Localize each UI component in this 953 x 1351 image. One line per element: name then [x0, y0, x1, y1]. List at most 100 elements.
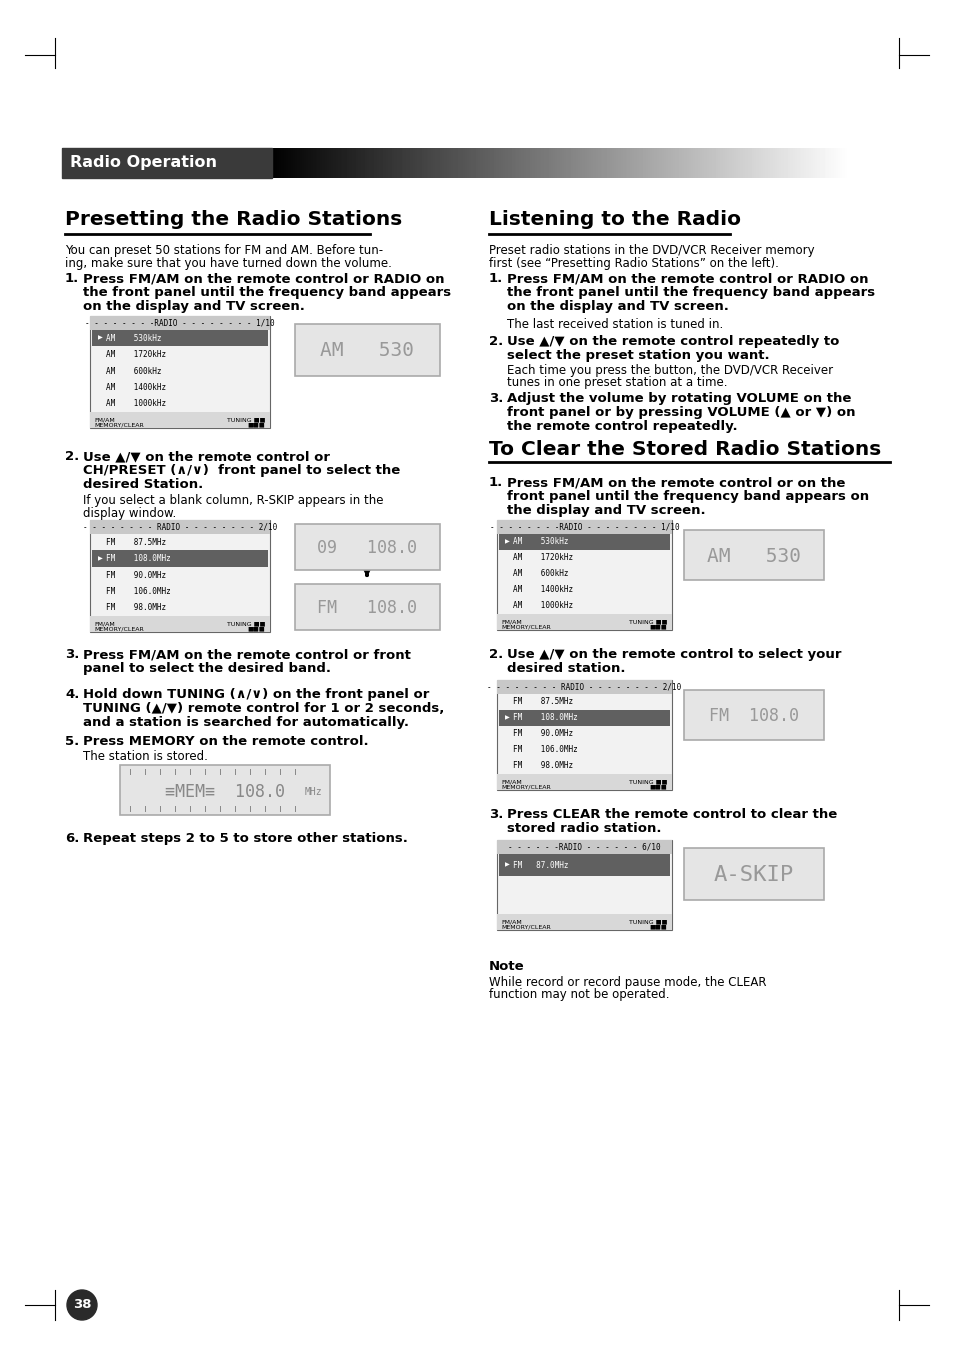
- Bar: [497, 520, 671, 534]
- Bar: [497, 680, 671, 790]
- Text: FM    108.0MHz: FM 108.0MHz: [106, 554, 171, 563]
- Text: - - - - - - - - RADIO - - - - - - - - 2/10: - - - - - - - - RADIO - - - - - - - - 2/…: [83, 523, 276, 531]
- Text: FM    106.0MHz: FM 106.0MHz: [513, 746, 578, 754]
- Text: Press FM/AM on the remote control or front: Press FM/AM on the remote control or fro…: [83, 648, 411, 661]
- Bar: [683, 690, 823, 740]
- Text: desired Station.: desired Station.: [83, 478, 203, 490]
- Text: stored radio station.: stored radio station.: [506, 821, 660, 835]
- Text: ■■■: ■■■: [649, 924, 666, 929]
- Text: ■■■: ■■■: [247, 627, 265, 631]
- Text: the front panel until the frequency band appears: the front panel until the frequency band…: [506, 286, 874, 299]
- Text: on the display and TV screen.: on the display and TV screen.: [506, 300, 728, 313]
- Bar: [497, 613, 671, 630]
- Text: FM    98.0MHz: FM 98.0MHz: [513, 762, 573, 770]
- Text: ■■■: ■■■: [649, 785, 666, 789]
- Text: ▶: ▶: [504, 716, 509, 720]
- Bar: [120, 765, 330, 815]
- Text: Use ▲/▼ on the remote control to select your: Use ▲/▼ on the remote control to select …: [506, 648, 841, 661]
- Text: AM   530: AM 530: [320, 342, 414, 361]
- Text: Presetting the Radio Stations: Presetting the Radio Stations: [65, 209, 402, 230]
- Text: FM/AM: FM/AM: [94, 621, 114, 627]
- Text: AM    1720kHz: AM 1720kHz: [106, 350, 166, 359]
- Text: front panel until the frequency band appears on: front panel until the frequency band app…: [506, 490, 868, 503]
- Text: AM    1400kHz: AM 1400kHz: [106, 382, 166, 392]
- Text: FM/AM: FM/AM: [94, 417, 114, 423]
- Text: 3.: 3.: [489, 392, 503, 405]
- Text: TUNING ■■: TUNING ■■: [227, 621, 265, 627]
- Bar: [294, 584, 439, 630]
- Text: AM    530kHz: AM 530kHz: [513, 538, 568, 547]
- Bar: [90, 520, 270, 534]
- Bar: [62, 149, 272, 178]
- Bar: [498, 854, 669, 875]
- Text: TUNING ■■: TUNING ■■: [628, 920, 666, 924]
- Text: FM/AM: FM/AM: [500, 920, 521, 924]
- Text: select the preset station you want.: select the preset station you want.: [506, 349, 769, 362]
- Bar: [497, 915, 671, 929]
- Text: MEMORY/CLEAR: MEMORY/CLEAR: [500, 924, 550, 929]
- Text: Use ▲/▼ on the remote control repeatedly to: Use ▲/▼ on the remote control repeatedly…: [506, 335, 839, 349]
- Text: AM    1400kHz: AM 1400kHz: [513, 585, 573, 594]
- Bar: [91, 550, 268, 567]
- Text: AM    600kHz: AM 600kHz: [513, 570, 568, 578]
- Text: Hold down TUNING (∧/∨) on the front panel or: Hold down TUNING (∧/∨) on the front pane…: [83, 688, 429, 701]
- Bar: [497, 840, 671, 929]
- Text: Press FM/AM on the remote control or RADIO on: Press FM/AM on the remote control or RAD…: [83, 272, 444, 285]
- Text: Repeat steps 2 to 5 to store other stations.: Repeat steps 2 to 5 to store other stati…: [83, 832, 408, 844]
- Text: CH/PRESET (∧/∨)  front panel to select the: CH/PRESET (∧/∨) front panel to select th…: [83, 463, 400, 477]
- Bar: [497, 680, 671, 694]
- Text: Adjust the volume by rotating VOLUME on the: Adjust the volume by rotating VOLUME on …: [506, 392, 850, 405]
- Text: on the display and TV screen.: on the display and TV screen.: [83, 300, 305, 313]
- Text: To Clear the Stored Radio Stations: To Clear the Stored Radio Stations: [489, 440, 881, 459]
- Text: TUNING ■■: TUNING ■■: [628, 620, 666, 624]
- Text: 09   108.0: 09 108.0: [317, 539, 417, 557]
- Text: You can preset 50 stations for FM and AM. Before tun-: You can preset 50 stations for FM and AM…: [65, 245, 383, 257]
- Bar: [683, 530, 823, 580]
- Bar: [683, 848, 823, 900]
- Text: 3.: 3.: [489, 808, 503, 821]
- Text: ■■■: ■■■: [649, 624, 666, 630]
- Text: Preset radio stations in the DVD/VCR Receiver memory: Preset radio stations in the DVD/VCR Rec…: [489, 245, 814, 257]
- Text: ing, make sure that you have turned down the volume.: ing, make sure that you have turned down…: [65, 257, 392, 270]
- Bar: [498, 711, 669, 725]
- Bar: [90, 316, 270, 330]
- Bar: [90, 616, 270, 632]
- Bar: [91, 330, 268, 346]
- Text: panel to select the desired band.: panel to select the desired band.: [83, 662, 331, 676]
- Text: ▶: ▶: [504, 539, 509, 544]
- Circle shape: [67, 1290, 97, 1320]
- Text: 1.: 1.: [489, 272, 503, 285]
- Bar: [497, 520, 671, 630]
- Text: FM    90.0MHz: FM 90.0MHz: [513, 730, 573, 739]
- Text: 4.: 4.: [65, 688, 79, 701]
- Text: TUNING ■■: TUNING ■■: [227, 417, 265, 423]
- Text: AM    1000kHz: AM 1000kHz: [106, 400, 166, 408]
- Text: display window.: display window.: [83, 507, 176, 520]
- Text: MEMORY/CLEAR: MEMORY/CLEAR: [500, 785, 550, 789]
- Text: Press MEMORY on the remote control.: Press MEMORY on the remote control.: [83, 735, 368, 748]
- Text: FM    87.5MHz: FM 87.5MHz: [513, 697, 573, 707]
- Text: Listening to the Radio: Listening to the Radio: [489, 209, 740, 230]
- Text: MHz: MHz: [304, 788, 322, 797]
- Text: MEMORY/CLEAR: MEMORY/CLEAR: [94, 423, 144, 427]
- Text: and a station is searched for automatically.: and a station is searched for automatica…: [83, 716, 409, 730]
- Text: 1.: 1.: [65, 272, 79, 285]
- Text: 2.: 2.: [65, 450, 79, 463]
- Text: 2.: 2.: [489, 335, 503, 349]
- Text: Each time you press the button, the DVD/VCR Receiver: Each time you press the button, the DVD/…: [506, 363, 832, 377]
- Bar: [497, 774, 671, 790]
- Text: desired station.: desired station.: [506, 662, 625, 676]
- Bar: [90, 316, 270, 428]
- Text: 38: 38: [72, 1298, 91, 1312]
- Text: If you select a blank column, R-SKIP appears in the: If you select a blank column, R-SKIP app…: [83, 494, 383, 507]
- Text: Radio Operation: Radio Operation: [70, 155, 216, 170]
- Text: FM/AM: FM/AM: [500, 620, 521, 624]
- Text: first (see “Presetting Radio Stations” on the left).: first (see “Presetting Radio Stations” o…: [489, 257, 778, 270]
- Text: 5.: 5.: [65, 735, 79, 748]
- Text: 3.: 3.: [65, 648, 79, 661]
- Text: ▶: ▶: [98, 557, 103, 561]
- Text: - - - - - - - - RADIO - - - - - - - - 2/10: - - - - - - - - RADIO - - - - - - - - 2/…: [487, 682, 680, 692]
- Text: FM  108.0: FM 108.0: [708, 707, 799, 725]
- Text: AM    600kHz: AM 600kHz: [106, 366, 161, 376]
- Text: ▶: ▶: [504, 862, 509, 867]
